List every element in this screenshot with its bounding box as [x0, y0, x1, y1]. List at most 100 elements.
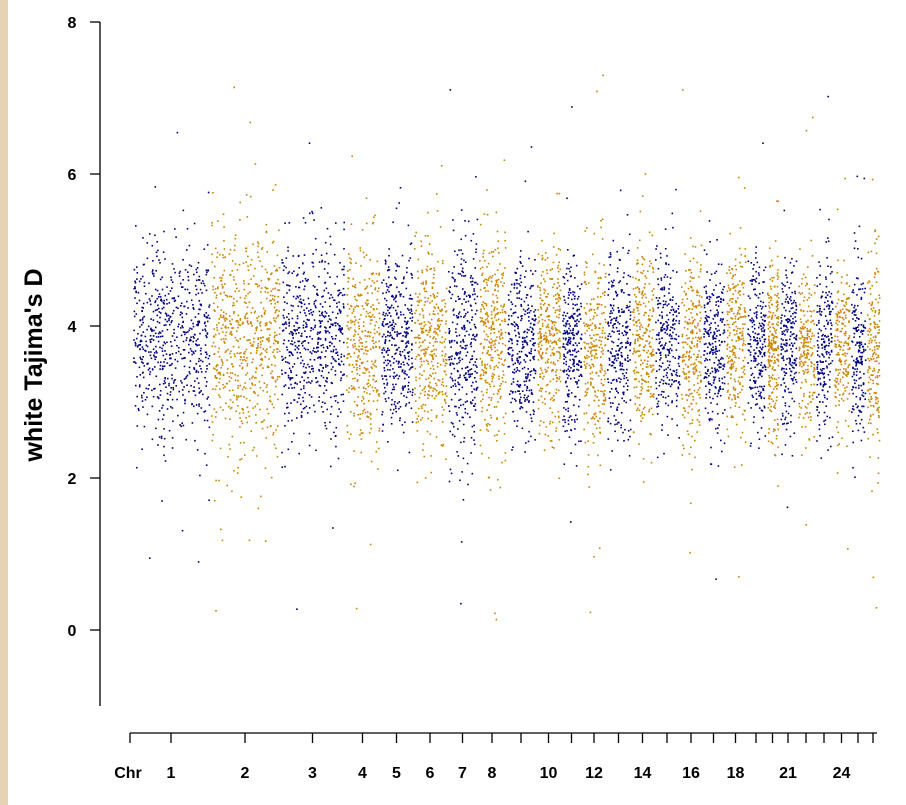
data-point: [526, 387, 529, 389]
data-point: [142, 331, 145, 333]
data-point: [522, 346, 524, 348]
data-point: [303, 379, 305, 382]
data-point: [563, 355, 565, 357]
data-point: [567, 340, 570, 342]
data-point: [327, 292, 330, 294]
data-point: [420, 364, 423, 366]
data-point: [387, 354, 389, 356]
data-point: [229, 407, 232, 410]
data-point: [647, 270, 649, 272]
data-point: [503, 364, 505, 366]
data-point: [353, 286, 356, 288]
data-point: [471, 319, 473, 321]
data-point: [149, 300, 151, 302]
data-point: [406, 331, 408, 333]
data-point: [569, 350, 571, 353]
data-point: [353, 485, 355, 488]
data-point: [601, 365, 603, 367]
data-point: [283, 385, 285, 388]
data-point: [255, 414, 257, 416]
data-point: [558, 376, 561, 378]
data-point: [385, 351, 388, 354]
data-point: [495, 283, 497, 285]
data-point: [456, 316, 459, 319]
data-point: [418, 323, 421, 325]
data-point: [213, 277, 215, 279]
data-point: [302, 400, 305, 402]
data-point: [308, 366, 311, 368]
data-point: [164, 382, 166, 384]
data-point: [238, 412, 241, 415]
data-point: [346, 375, 348, 377]
data-point: [583, 364, 586, 366]
data-point: [318, 400, 320, 402]
data-point: [200, 368, 202, 370]
data-point: [276, 282, 278, 285]
data-point: [590, 382, 592, 385]
data-point: [320, 406, 323, 408]
data-point: [375, 321, 378, 323]
data-point: [390, 416, 393, 419]
data-point: [136, 346, 139, 348]
data-point: [277, 425, 279, 427]
data-point: [437, 306, 440, 309]
data-point: [557, 270, 560, 273]
data-point: [357, 305, 359, 307]
data-point: [550, 320, 553, 322]
data-point: [386, 349, 389, 352]
data-point: [388, 248, 390, 250]
data-point: [462, 339, 464, 342]
data-point: [474, 403, 477, 405]
data-point: [237, 385, 239, 387]
data-point: [378, 272, 380, 275]
data-point: [362, 361, 364, 364]
data-point: [324, 261, 326, 263]
data-point: [208, 355, 211, 357]
data-point: [489, 275, 491, 278]
data-point: [612, 324, 614, 327]
data-point: [617, 344, 620, 347]
data-point: [267, 366, 270, 369]
data-point: [196, 324, 198, 326]
data-point: [518, 350, 521, 353]
data-point: [377, 290, 379, 293]
data-point: [252, 449, 254, 452]
data-point: [411, 298, 413, 300]
data-point: [555, 343, 558, 346]
data-point: [333, 431, 335, 434]
data-point: [444, 364, 446, 367]
data-point: [594, 412, 597, 415]
data-point: [486, 381, 489, 384]
data-point: [266, 366, 269, 369]
data-point: [514, 311, 517, 314]
data-point: [208, 404, 211, 406]
data-point: [394, 401, 396, 403]
data-point: [288, 362, 291, 365]
data-point: [353, 323, 356, 326]
data-point: [518, 356, 521, 358]
data-point: [493, 340, 496, 343]
data-point: [140, 358, 142, 360]
data-point: [534, 372, 537, 375]
data-point: [552, 246, 555, 248]
data-point: [600, 356, 602, 358]
data-point: [640, 324, 642, 326]
data-point: [545, 309, 547, 312]
data-point: [545, 326, 548, 329]
data-point: [559, 357, 561, 359]
data-point: [434, 330, 436, 333]
data-point: [608, 363, 611, 366]
data-point: [609, 264, 612, 266]
data-point: [499, 324, 501, 326]
data-point: [330, 323, 333, 326]
data-point: [332, 350, 334, 353]
data-point: [521, 390, 524, 392]
data-point: [305, 279, 308, 282]
data-point: [464, 315, 466, 317]
data-point: [516, 292, 518, 295]
data-point: [374, 380, 377, 383]
data-point: [438, 325, 441, 328]
data-point: [370, 366, 373, 368]
data-point: [262, 348, 265, 350]
data-point: [283, 296, 285, 298]
